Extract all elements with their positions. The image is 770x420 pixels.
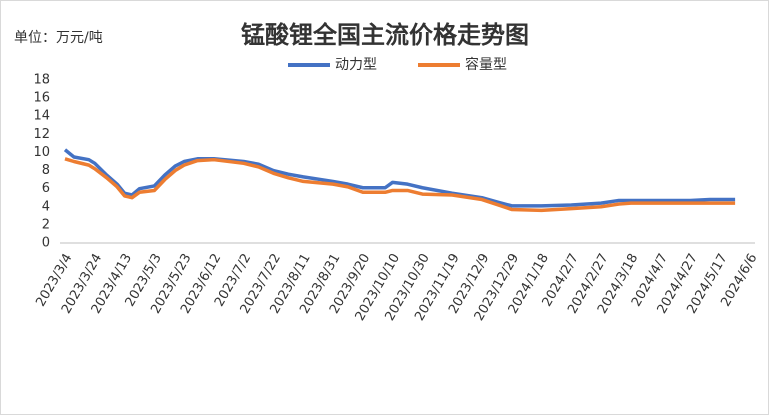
y-tick-label: 0 (42, 236, 50, 251)
unit-label: 单位：万元/吨 (14, 30, 103, 46)
line-series (64, 157, 736, 213)
legend-label: 容量型 (465, 56, 507, 73)
y-tick-label: 6 (42, 181, 50, 196)
y-tick-label: 18 (33, 73, 50, 88)
y-tick-label: 10 (33, 145, 50, 160)
y-tick-label: 16 (33, 91, 50, 106)
y-tick-label: 4 (42, 199, 50, 214)
y-tick-label: 12 (33, 127, 50, 142)
y-tick-label: 2 (42, 217, 50, 232)
line-series (63, 148, 736, 208)
y-tick-label: 8 (42, 163, 50, 178)
legend-label: 动力型 (335, 57, 377, 73)
chart-title: 锰酸锂全国主流价格走势图 (241, 21, 529, 49)
y-tick-label: 14 (33, 109, 50, 124)
